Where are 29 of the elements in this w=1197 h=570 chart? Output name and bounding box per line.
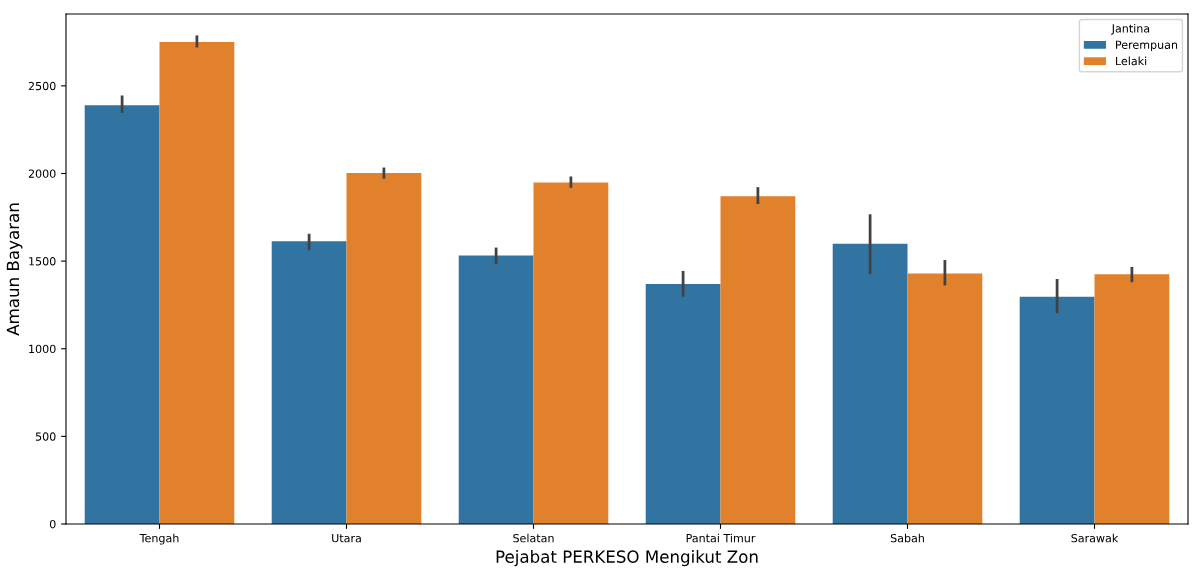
x-tick-label: Sabah (890, 533, 924, 543)
y-axis-title: Amaun Bayaran (6, 203, 23, 336)
legend-label: Perempuan (1116, 40, 1178, 52)
bar (645, 283, 721, 524)
x-tick-label: Tengah (139, 533, 179, 545)
bar (720, 196, 796, 524)
bar (907, 273, 983, 524)
bar (271, 241, 347, 524)
bar (832, 243, 908, 524)
x-tick-label: Sarawak (1071, 533, 1119, 543)
y-tick-label: 0 (49, 519, 56, 529)
legend-label: Lelaki (1116, 56, 1147, 66)
bar (159, 42, 235, 524)
bar (1019, 296, 1095, 524)
x-axis-title: Pejabat PERKESO Mengikut Zon (496, 550, 758, 567)
y-tick-label: 1000 (29, 344, 56, 354)
x-tick-label: Selatan (513, 533, 554, 543)
legend-title: Jantina (1111, 24, 1150, 35)
y-tick-label: 2500 (28, 81, 56, 91)
x-tick-label: Utara (332, 534, 361, 543)
y-tick-label: 2000 (28, 169, 56, 178)
bar (346, 172, 422, 524)
y-tick-label: 1500 (29, 257, 56, 266)
bar (533, 182, 609, 524)
x-tick-label: Pantai Timur (686, 533, 756, 543)
y-tick-label: 500 (35, 432, 56, 441)
bar (1094, 274, 1170, 524)
bar (458, 255, 534, 524)
bar (84, 105, 160, 524)
